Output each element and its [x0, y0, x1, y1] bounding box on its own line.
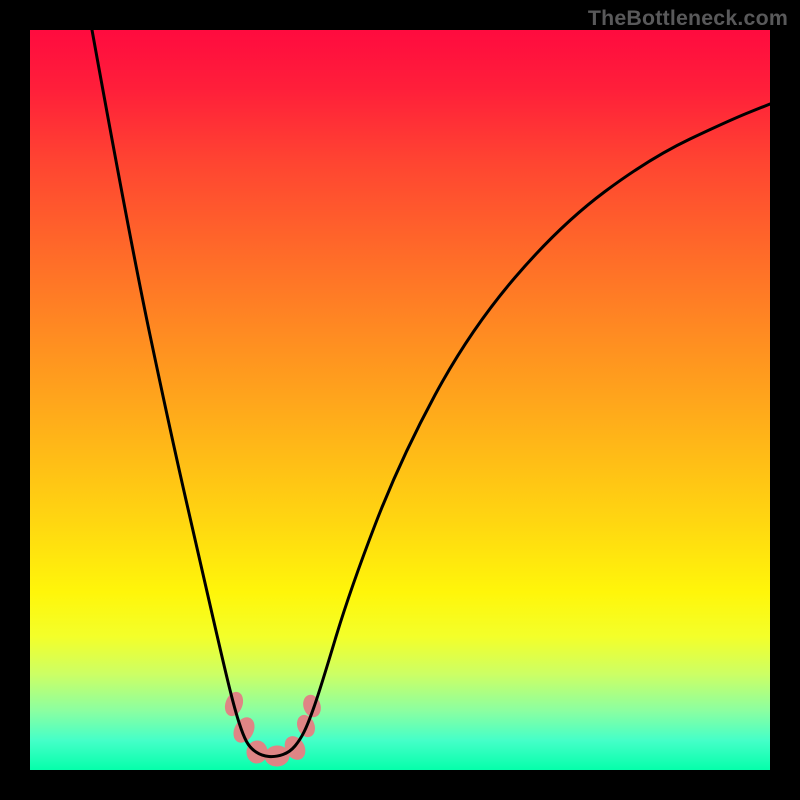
- marker-blob: [222, 690, 245, 718]
- marker-blob: [294, 713, 317, 739]
- marker-blob: [230, 714, 258, 745]
- marker-blob: [246, 740, 268, 764]
- marker-blob: [264, 745, 289, 767]
- watermark-text: TheBottleneck.com: [588, 6, 788, 31]
- bottleneck-curve: [92, 30, 770, 757]
- bottom-markers: [222, 690, 323, 767]
- plot-area: [30, 30, 770, 770]
- marker-blob: [301, 693, 323, 719]
- chart-frame: TheBottleneck.com: [0, 0, 800, 800]
- marker-blob: [281, 733, 309, 763]
- curve-svg: [30, 30, 770, 770]
